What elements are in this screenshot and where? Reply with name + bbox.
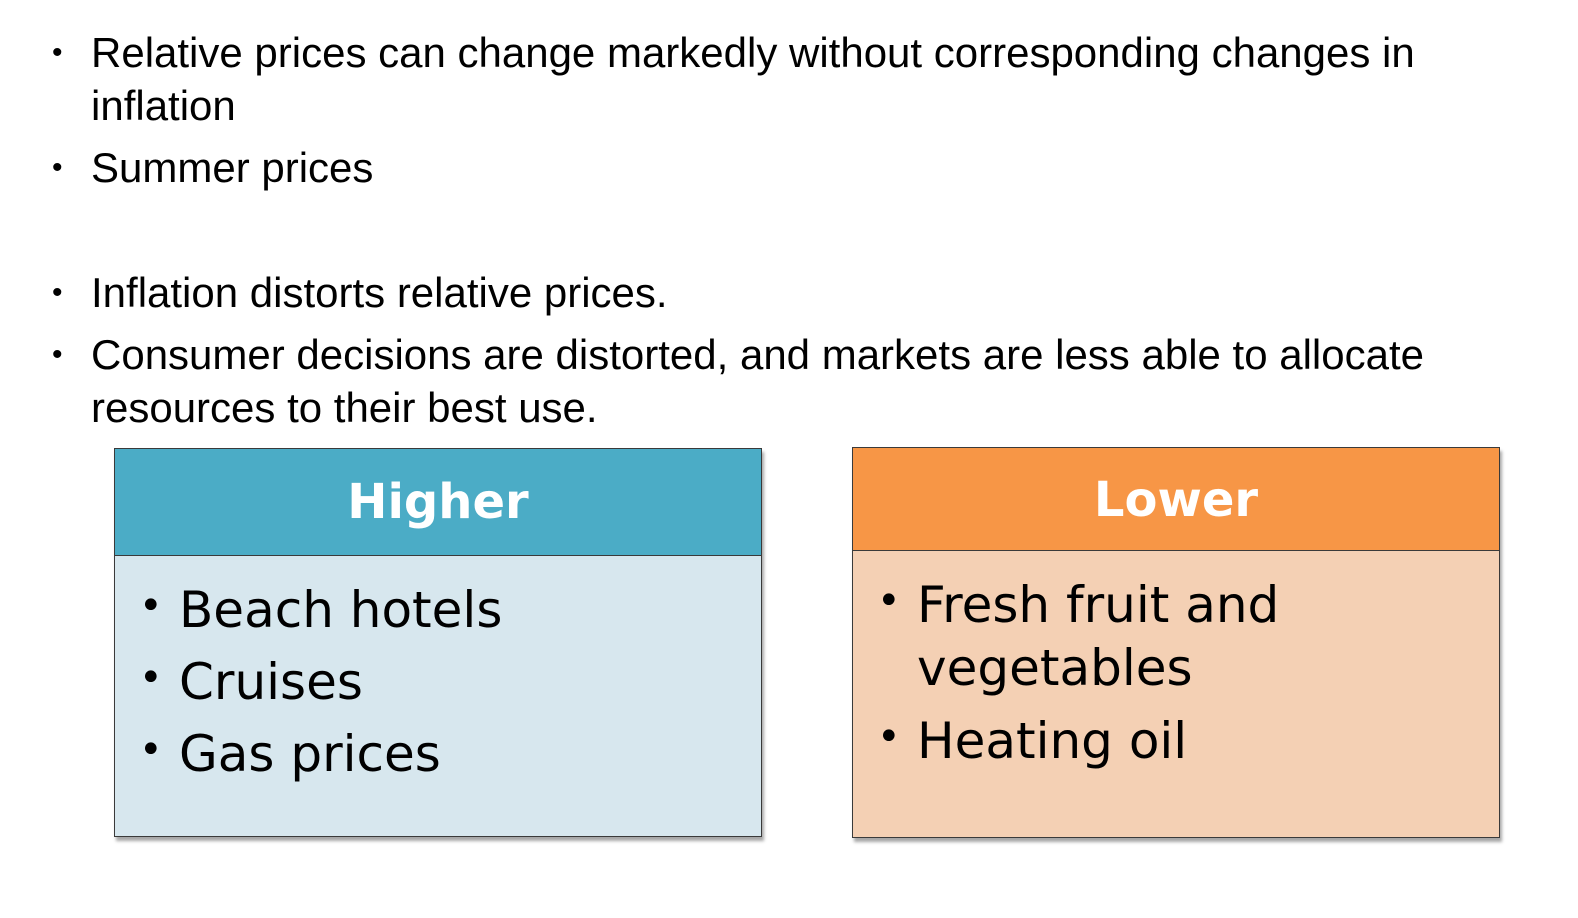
item-text: Heating oil — [917, 712, 1188, 770]
item-text: Gas prices — [179, 725, 441, 783]
higher-item-gas-prices: • Gas prices — [139, 723, 761, 786]
item-text: Beach hotels — [179, 581, 503, 639]
lower-items-list: • Fresh fruit and vegetables • Heating o… — [877, 574, 1499, 783]
item-text: Fresh fruit and vegetables — [917, 576, 1280, 697]
lower-item-heating-oil: • Heating oil — [877, 710, 1499, 773]
bullet-text: Summer prices — [91, 144, 374, 191]
bullet-text: Inflation distorts relative prices. — [91, 269, 668, 316]
bullet-text: Relative prices can change markedly with… — [91, 29, 1415, 129]
bullet-relative-prices: • Relative prices can change markedly wi… — [52, 26, 1532, 132]
bullet-dot: • — [877, 714, 901, 760]
bullet-consumer-decisions: • Consumer decisions are distorted, and … — [52, 328, 1532, 434]
lower-prices-box: Lower • Fresh fruit and vegetables • Hea… — [852, 447, 1500, 838]
bullet-dot: • — [877, 578, 901, 624]
bullet-dot: • — [139, 583, 163, 629]
lower-box-body: • Fresh fruit and vegetables • Heating o… — [853, 552, 1499, 837]
bullet-dot: • — [52, 151, 63, 184]
higher-box-title: Higher — [115, 449, 761, 556]
higher-items-list: • Beach hotels • Cruises • Gas prices — [139, 579, 761, 795]
bullet-text: Consumer decisions are distorted, and ma… — [91, 331, 1425, 431]
item-text: Cruises — [179, 653, 363, 711]
higher-box-body: • Beach hotels • Cruises • Gas prices — [115, 557, 761, 836]
higher-item-cruises: • Cruises — [139, 651, 761, 714]
bullet-dot: • — [52, 338, 63, 371]
bullet-dot: • — [52, 36, 63, 69]
higher-prices-box: Higher • Beach hotels • Cruises • Gas pr… — [114, 448, 762, 837]
lower-box-title: Lower — [853, 448, 1499, 551]
bullet-dot: • — [139, 655, 163, 701]
lower-item-fresh-fruit: • Fresh fruit and vegetables — [877, 574, 1499, 700]
bullet-dot: • — [139, 727, 163, 773]
bullet-inflation-distorts: • Inflation distorts relative prices. — [52, 266, 1532, 319]
bullet-dot: • — [52, 276, 63, 309]
higher-item-beach-hotels: • Beach hotels — [139, 579, 761, 642]
bullet-summer-prices: • Summer prices — [52, 141, 1532, 194]
